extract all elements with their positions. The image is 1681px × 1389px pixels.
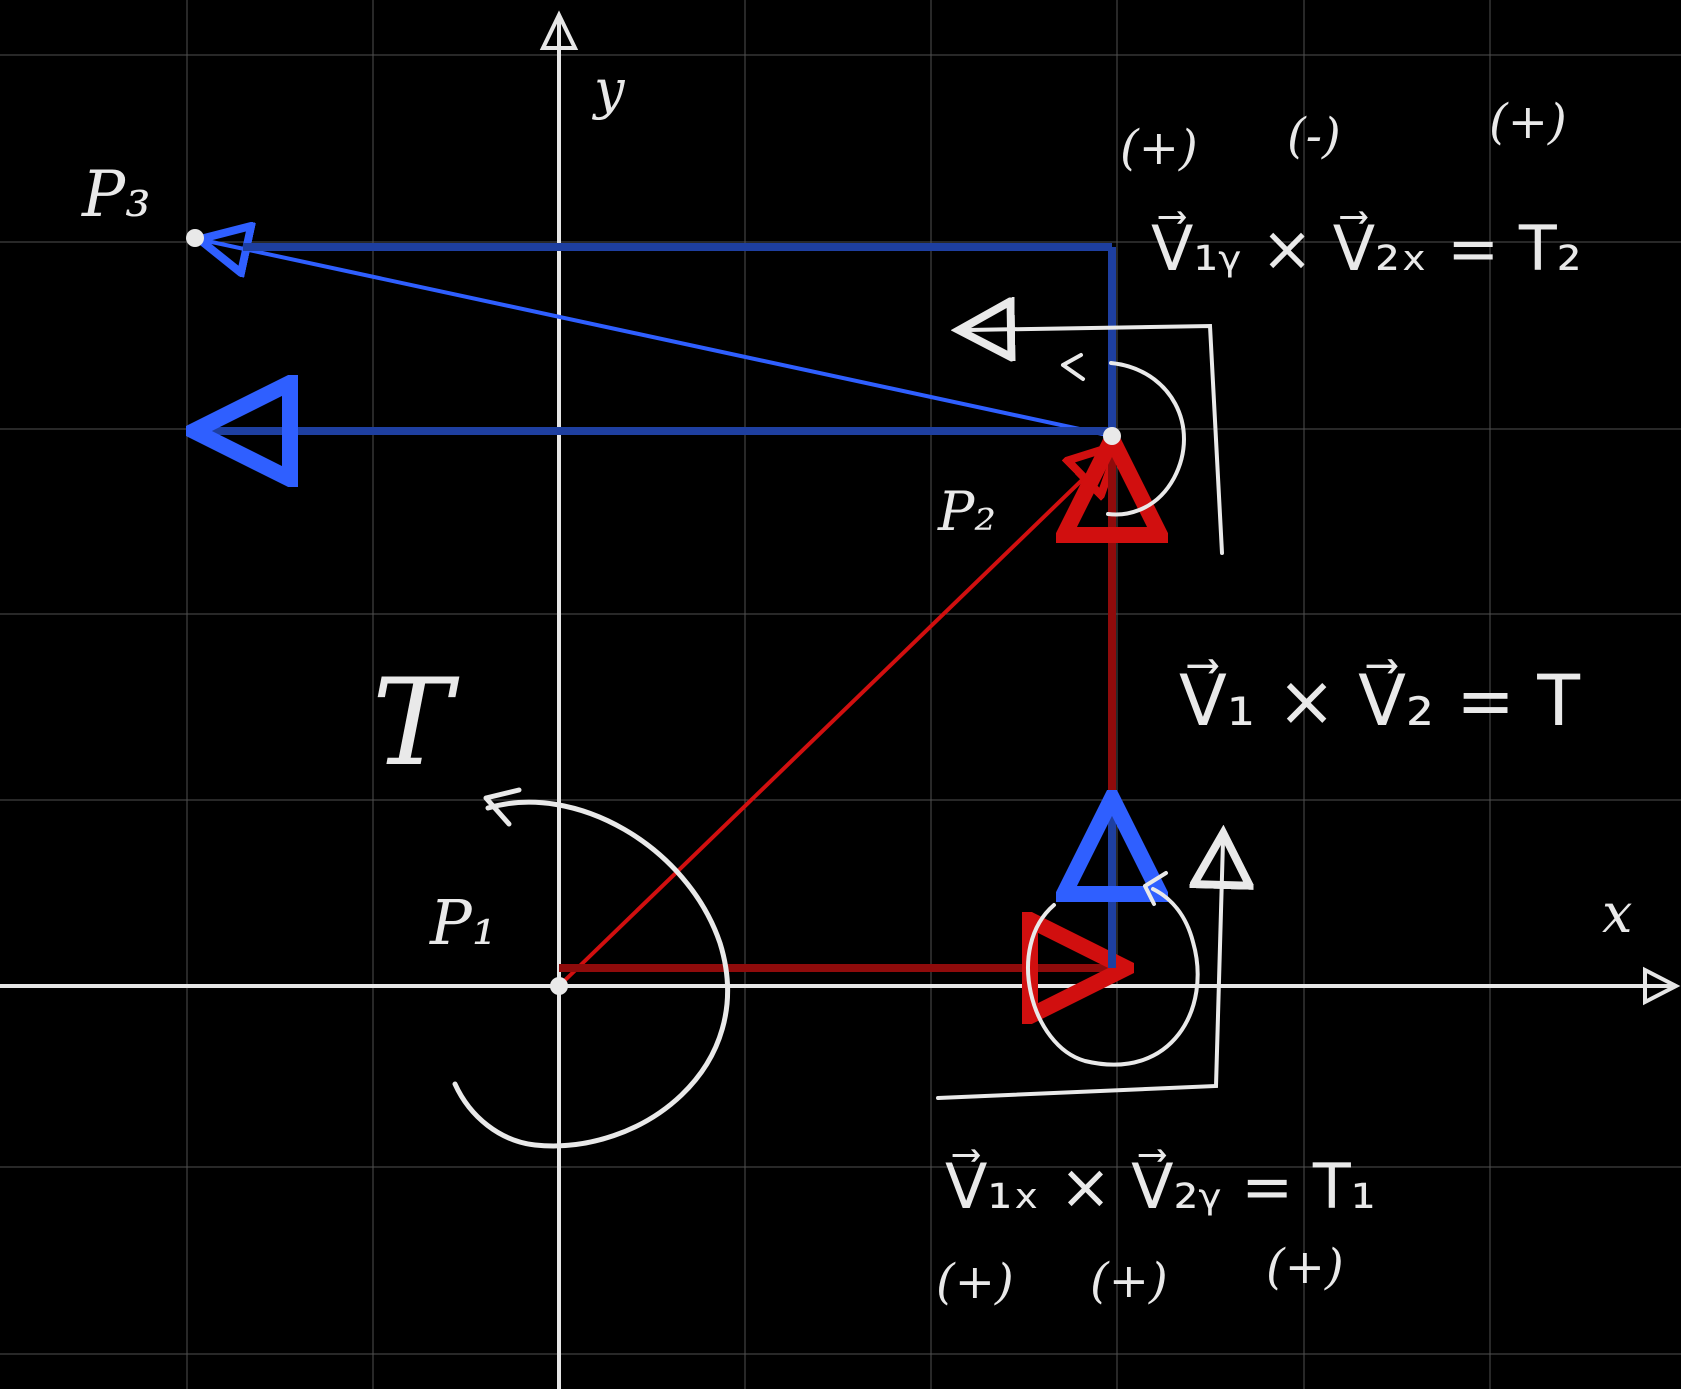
t1-cross-product-equation: V⃗₁ₓ × V⃗₂ᵧ = T₁ — [945, 1150, 1376, 1223]
t2-sign-1: (+) — [1120, 120, 1198, 176]
x-axis-label: x — [1602, 882, 1632, 945]
t2-cross-product-bracket-arrow — [967, 326, 1224, 555]
vector-v1 — [557, 450, 1113, 988]
main-torque-label: T — [372, 654, 460, 793]
points — [186, 229, 1121, 995]
t2-sign-2: (-) — [1287, 108, 1341, 164]
vector-v2 — [207, 241, 1112, 968]
y-axis-label: y — [592, 58, 626, 121]
main-cross-product-equation: V⃗₁ × V⃗₂ = T — [1179, 658, 1580, 742]
y-axis-arrowhead — [539, 10, 579, 50]
t1-rotation-arc — [1026, 887, 1200, 1067]
t1-sign-3: (+) — [1266, 1239, 1344, 1295]
vector-v2-arrow — [207, 241, 1113, 438]
t2-cross-product-equation: V⃗₁ᵧ × V⃗₂ₓ = T₂ — [1151, 212, 1582, 285]
point-p1-label: P₁ — [429, 886, 497, 959]
point-p3-label: P₃ — [81, 158, 151, 232]
point-p1 — [550, 977, 568, 995]
p1-rotation-arc — [452, 799, 730, 1149]
x-axis-arrowhead — [1643, 966, 1681, 1006]
t2-sign-3: (+) — [1489, 94, 1567, 150]
t1-sign-1: (+) — [936, 1254, 1014, 1310]
point-p2 — [1103, 427, 1121, 445]
vector-v1-arrow — [557, 450, 1113, 988]
counterclockwise-arrow-icon — [1061, 353, 1085, 381]
counterclockwise-arrow-icon — [1143, 871, 1168, 906]
t1-cross-product-bracket-arrow — [936, 841, 1223, 1100]
counterclockwise-arrow-icon — [483, 787, 522, 827]
t1-sign-2: (+) — [1090, 1253, 1168, 1309]
point-p2-label: P₂ — [937, 480, 996, 543]
t2-rotation-arc — [1106, 361, 1186, 517]
point-p3 — [186, 229, 204, 247]
